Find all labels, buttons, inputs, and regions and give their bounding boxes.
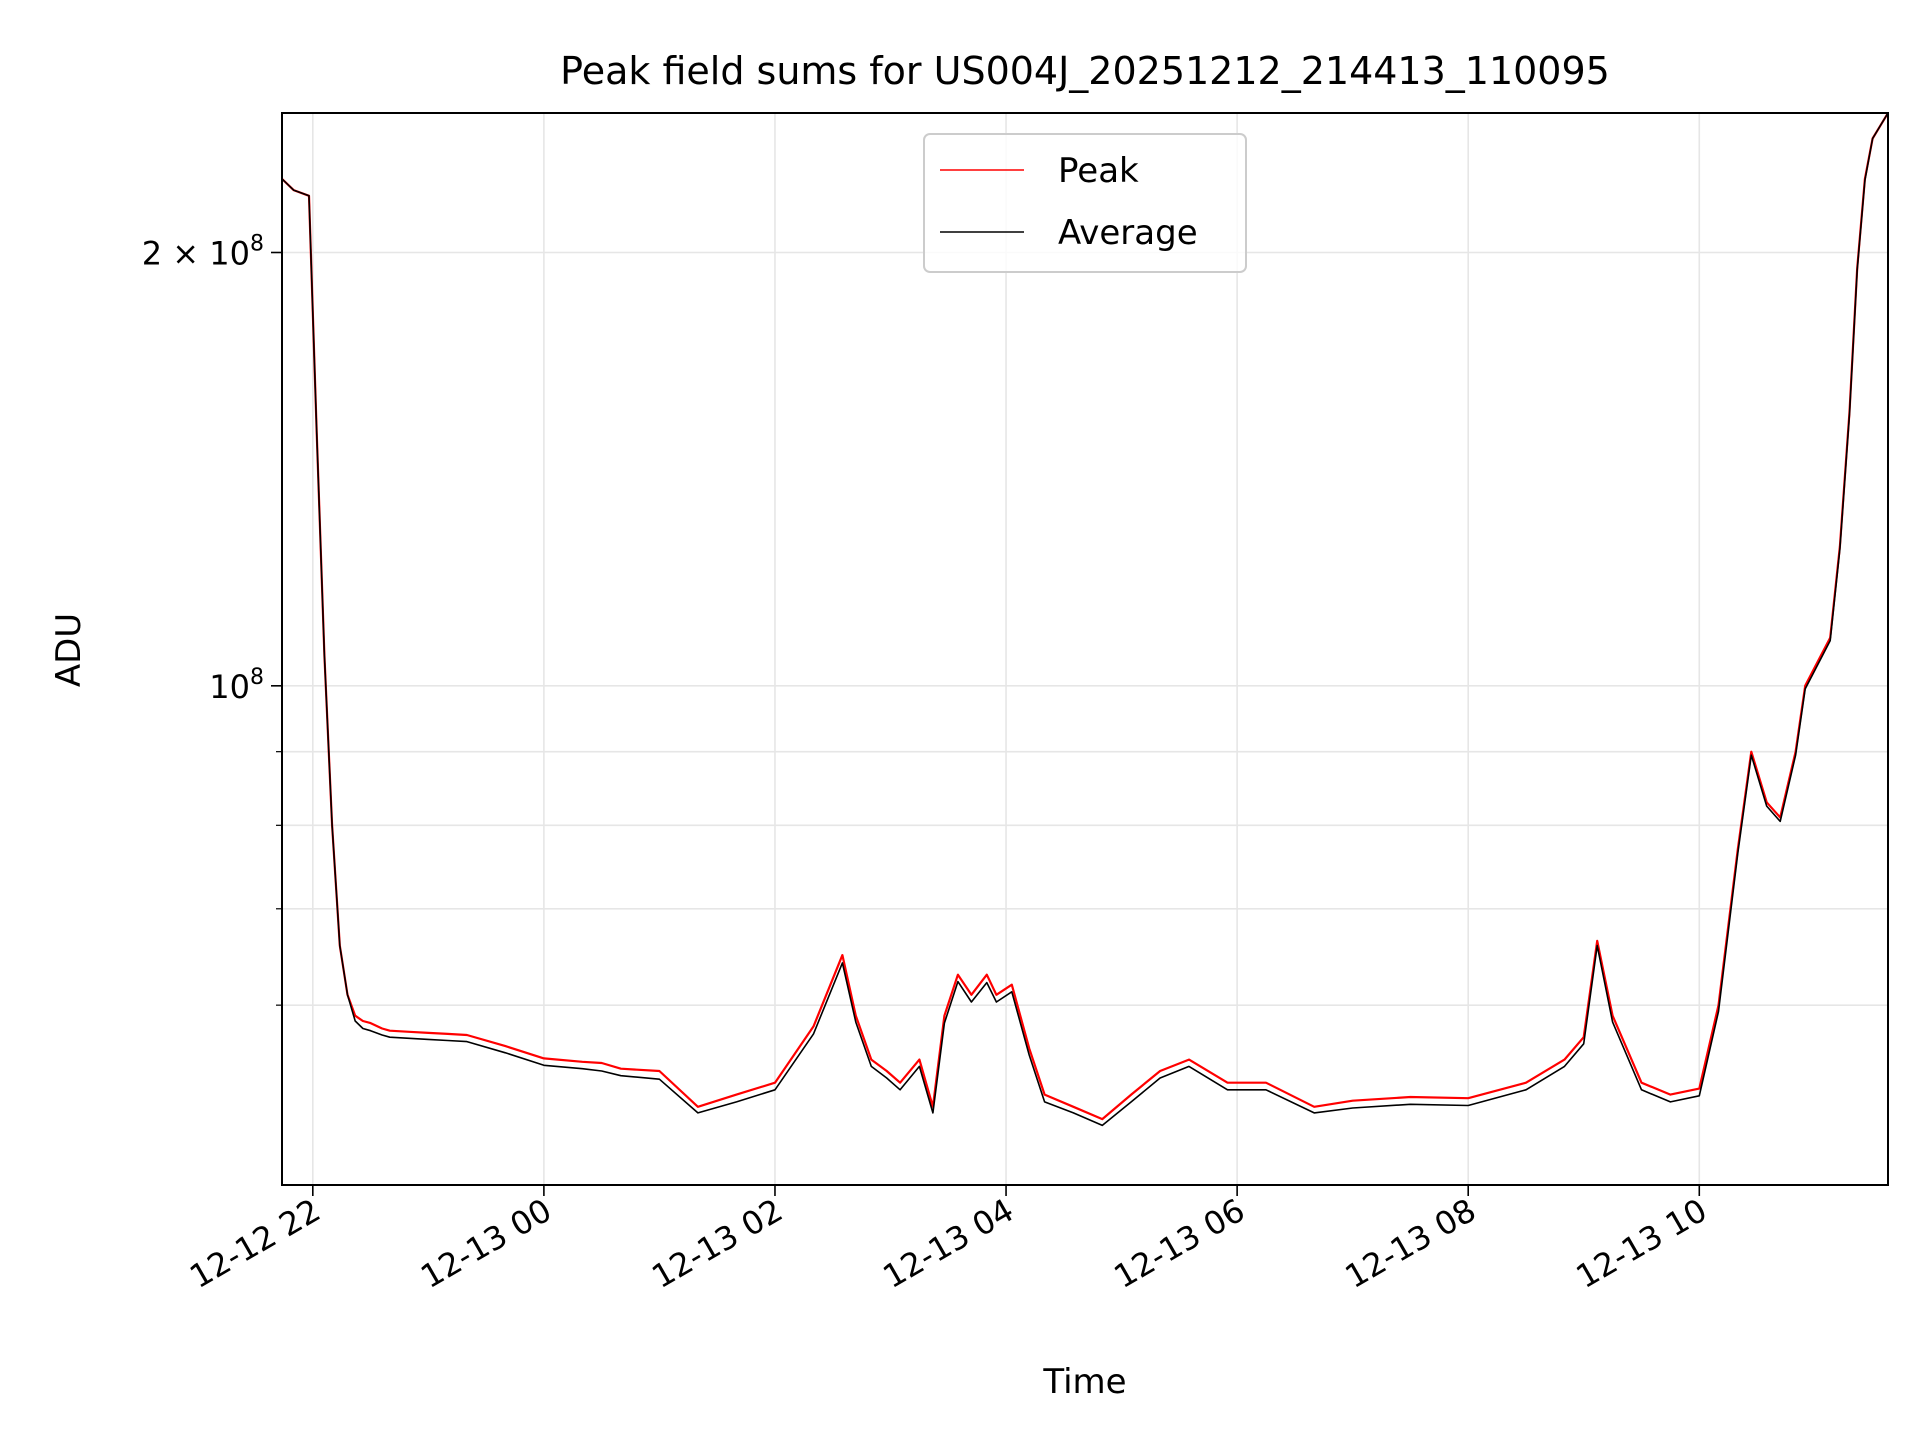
series-line-average: [282, 113, 1888, 1127]
grid-layer: [282, 113, 1888, 1185]
legend-label-peak: Peak: [1058, 151, 1139, 191]
legend-label-average: Average: [1058, 213, 1198, 253]
y-tick-label-base: 2 × 10: [142, 234, 250, 272]
y-tick-label-exponent: 8: [250, 231, 264, 256]
y-axis-label: ADU: [49, 613, 89, 687]
y-tick-label-base: 10: [209, 668, 250, 706]
series-layer: [282, 113, 1888, 1127]
chart-title: Peak field sums for US004J_20251212_2144…: [560, 49, 1610, 93]
x-axis-label: Time: [1042, 1362, 1126, 1402]
plot-frame: [281, 112, 1889, 1186]
legend-box: [923, 133, 1247, 273]
y-tick-label: 108: [209, 665, 264, 706]
y-tick-label: 2 × 108: [142, 231, 264, 272]
y-tick-label-exponent: 8: [250, 665, 264, 690]
legend: Peak Average: [923, 133, 1247, 273]
